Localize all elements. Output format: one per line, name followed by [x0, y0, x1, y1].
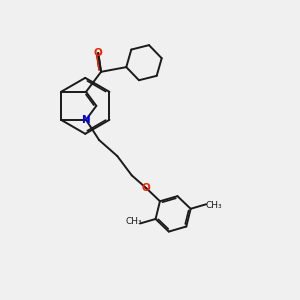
Text: O: O	[94, 48, 103, 58]
Text: CH₃: CH₃	[205, 201, 222, 210]
Text: N: N	[82, 115, 90, 125]
Text: CH₃: CH₃	[125, 217, 142, 226]
Text: O: O	[142, 183, 151, 193]
